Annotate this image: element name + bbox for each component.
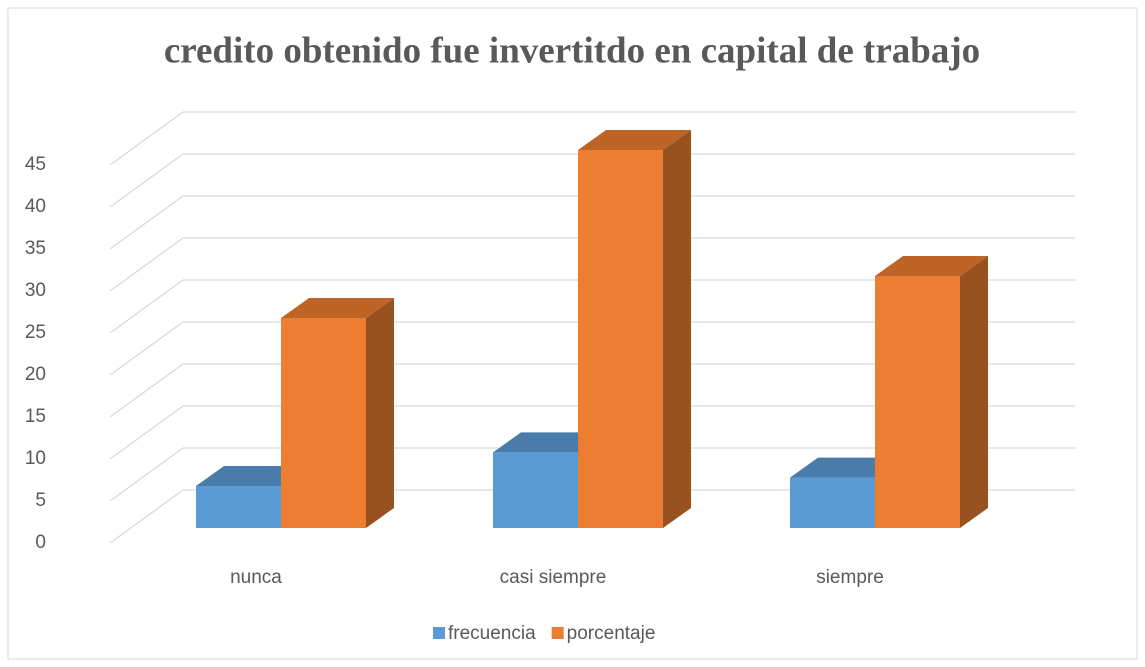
y-tick-label: 40 xyxy=(25,196,46,217)
grid-line xyxy=(109,237,1075,292)
grid-line xyxy=(109,321,1075,376)
grid-line xyxy=(109,195,1075,250)
grid-line xyxy=(109,489,1075,544)
y-tick-label: 0 xyxy=(35,532,46,553)
bar-top xyxy=(875,256,988,276)
legend-swatch xyxy=(433,627,445,639)
bar xyxy=(790,477,875,528)
grid-line xyxy=(109,363,1075,418)
bar-top xyxy=(493,432,606,453)
bar-top xyxy=(790,457,903,478)
chart-title: credito obtenido fue invertitdo en capit… xyxy=(164,30,980,71)
bar-side xyxy=(663,130,691,528)
bar xyxy=(875,276,960,528)
legend-label: porcentaje xyxy=(567,623,656,644)
y-tick-label: 25 xyxy=(25,322,46,343)
grid-line xyxy=(109,111,1075,166)
bar xyxy=(578,150,663,528)
grid-line xyxy=(109,279,1075,334)
grid-line xyxy=(109,405,1075,460)
y-tick-label: 35 xyxy=(25,238,46,259)
x-tick-label: nunca xyxy=(230,567,282,588)
bar-side xyxy=(960,256,988,528)
grid-line xyxy=(109,447,1075,502)
y-tick-label: 5 xyxy=(35,490,46,511)
bar-top xyxy=(281,298,394,318)
legend-swatch xyxy=(551,627,564,639)
bar xyxy=(493,452,578,528)
legend-label: frecuencia xyxy=(448,623,536,644)
bar xyxy=(281,318,366,528)
bar xyxy=(196,486,281,528)
bar-top xyxy=(578,130,691,150)
bar-top xyxy=(196,466,309,486)
bar-side xyxy=(366,298,394,528)
y-tick-label: 30 xyxy=(25,280,46,301)
y-tick-label: 45 xyxy=(25,154,46,175)
grid-line xyxy=(109,153,1075,208)
y-tick-label: 10 xyxy=(25,448,46,469)
y-tick-label: 20 xyxy=(25,364,46,385)
x-tick-label: casi siempre xyxy=(500,567,607,588)
x-tick-label: siempre xyxy=(816,567,884,588)
y-tick-label: 15 xyxy=(25,406,46,427)
